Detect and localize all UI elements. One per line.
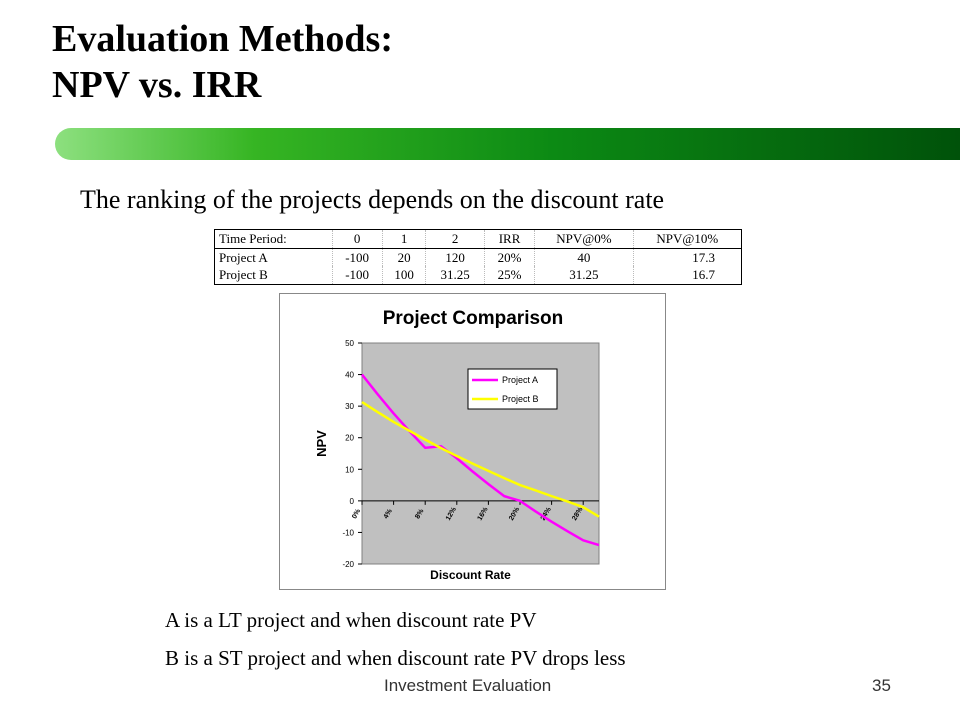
- table-header-row: Time Period: 0 1 2 IRR NPV@0% NPV@10%: [214, 229, 742, 249]
- y-tick-label: 40: [345, 371, 354, 380]
- footer-label: Investment Evaluation: [384, 676, 552, 695]
- y-tick-label: 30: [345, 402, 354, 411]
- table-cell: IRR: [484, 229, 536, 249]
- project-comparison-chart: Project Comparison -20 -10 0 10 20 30 40 50 0% 4% 8…: [279, 293, 666, 590]
- legend-label: Project A: [502, 375, 538, 385]
- y-tick-label: -20: [342, 560, 354, 569]
- y-axis-label: NPV: [314, 430, 329, 457]
- table-cell: 1: [382, 229, 427, 249]
- table-cell: 2: [425, 229, 485, 249]
- table-cell: 20%: [484, 248, 536, 267]
- slide-title: Evaluation Methods: NPV vs. IRR: [52, 16, 393, 108]
- table-cell: 31.25: [425, 266, 485, 285]
- chart-title: Project Comparison: [383, 308, 564, 329]
- table-row: Project B -100 100 31.25 25% 31.25 16.7: [214, 266, 742, 285]
- legend-box: [467, 368, 558, 410]
- table-cell: 100: [382, 266, 427, 285]
- slide-title-line1: Evaluation Methods:: [52, 18, 393, 60]
- table-cell: 16.7: [692, 267, 715, 283]
- table-cell: 25%: [484, 266, 536, 285]
- table-cell: NPV@0%: [534, 229, 634, 249]
- table-cell: 17.3: [692, 249, 715, 265]
- table-cell: 31.25: [534, 266, 634, 285]
- table-cell: 40: [534, 248, 634, 267]
- statement-project-a: A is a LT project and when discount rate…: [165, 608, 537, 632]
- x-tick-label: 8%: [414, 507, 426, 520]
- page-number: 35: [872, 676, 891, 695]
- slide-title-line2: NPV vs. IRR: [52, 64, 262, 106]
- table-cell: -100: [332, 248, 383, 267]
- y-tick-label: 10: [345, 465, 354, 474]
- x-tick-label: 0%: [351, 507, 363, 520]
- table-cell: 0: [332, 229, 383, 249]
- title-accent-bar: [55, 128, 960, 160]
- table-cell: Project A: [214, 248, 333, 267]
- x-tick-label: 4%: [383, 507, 395, 520]
- series-line-project-b: [361, 400, 600, 518]
- table-cell: Project B: [214, 266, 333, 285]
- statement-project-b: B is a ST project and when discount rate…: [165, 646, 626, 670]
- subtitle: The ranking of the projects depends on t…: [80, 185, 665, 214]
- series-line-project-a: [361, 373, 600, 547]
- table-cell: NPV@10%: [633, 229, 742, 249]
- y-tick-label: -10: [342, 528, 354, 537]
- table-cell: -100: [332, 266, 383, 285]
- table-cell: Time Period:: [214, 229, 333, 249]
- project-cashflow-table: Time Period: 0 1 2 IRR NPV@0% NPV@10% Pr…: [214, 229, 742, 285]
- x-axis-label: Discount Rate: [430, 568, 511, 582]
- legend-label: Project B: [502, 394, 539, 404]
- y-tick-label: 50: [345, 339, 354, 348]
- y-tick-label: 20: [345, 434, 354, 443]
- table-cell: 120: [425, 248, 485, 267]
- y-tick-label: 0: [350, 497, 355, 506]
- table-cell: 20: [382, 248, 427, 267]
- chart-svg: Project Comparison -20 -10 0 10 20 30 40 50 0% 4% 8…: [314, 308, 600, 582]
- table-row: Project A -100 20 120 20% 40 17.3: [214, 248, 742, 267]
